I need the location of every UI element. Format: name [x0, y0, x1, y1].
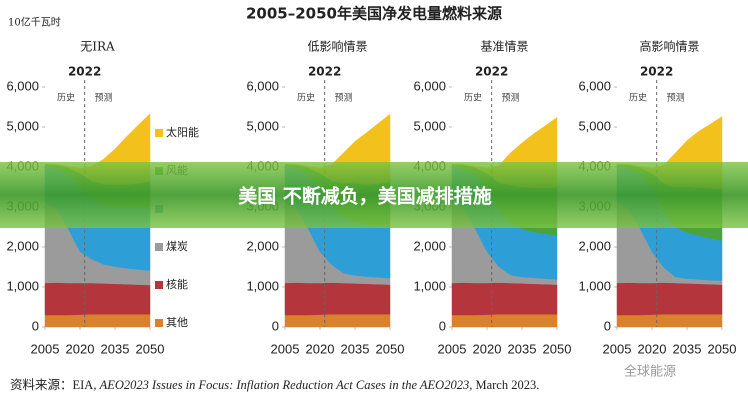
history-label: 历史: [297, 92, 315, 104]
y-tick-label: 5,000: [6, 118, 39, 133]
y-tick-label: 1,000: [413, 278, 446, 293]
y-tick-label: 0: [272, 318, 279, 333]
panel-title: 低影响情景: [307, 39, 367, 54]
y-tick-label: 6,000: [413, 78, 446, 93]
x-tick-label: 2005: [603, 341, 632, 356]
y-tick-label: 1,000: [246, 278, 279, 293]
x-tick-label: 2020: [473, 341, 502, 356]
watermark: 全球能源: [624, 364, 676, 380]
y-tick-label: 2,000: [413, 238, 446, 253]
area: [451, 282, 558, 316]
area: [616, 313, 723, 328]
banner-text: 美国 不断减负，美国减排措施: [238, 185, 492, 208]
panel-title: 基准情景: [480, 40, 528, 54]
chart-title: 2005–2050年美国净发电量燃料来源: [246, 5, 502, 23]
legend-label: 核能: [166, 277, 188, 291]
x-tick-label: 2005: [271, 341, 300, 356]
marker-label: 2022: [640, 65, 673, 79]
forecast-label: 预测: [502, 93, 520, 104]
source-prefix: 资料来源：EIA,: [10, 378, 100, 392]
y-tick-label: 1,000: [578, 278, 611, 293]
legend-label: 其他: [166, 316, 188, 329]
y-tick-label: 5,000: [413, 118, 446, 133]
y-tick-label: 5,000: [578, 118, 611, 133]
y-tick-label: 6,000: [6, 78, 39, 93]
history-label: 历史: [57, 92, 75, 104]
history-label: 历史: [464, 92, 482, 104]
area: [616, 282, 723, 316]
panel-title: 无IRA: [80, 40, 115, 54]
legend-label: 太阳能: [166, 125, 199, 139]
legend-label: 煤炭: [166, 240, 188, 253]
source-italic: AEO2023 Issues in Focus: Inflation Reduc…: [99, 378, 470, 392]
source-suffix: , March 2023.: [469, 378, 539, 392]
x-tick-label: 2005: [31, 341, 60, 356]
y-tick-label: 2,000: [578, 238, 611, 253]
history-label: 历史: [629, 92, 647, 104]
marker-label: 2022: [308, 65, 341, 79]
y-tick-label: 0: [604, 318, 611, 333]
x-tick-label: 2020: [306, 341, 335, 356]
y-tick-label: 2,000: [246, 238, 279, 253]
x-tick-label: 2035: [101, 341, 130, 356]
area: [451, 313, 558, 328]
area: [44, 313, 151, 328]
x-tick-label: 2050: [376, 341, 405, 356]
y-tick-label: 5,000: [246, 118, 279, 133]
x-tick-label: 2050: [136, 341, 165, 356]
forecast-label: 预测: [335, 93, 353, 104]
legend-swatch: [155, 243, 163, 251]
x-tick-label: 2050: [543, 341, 572, 356]
area: [44, 282, 151, 316]
legend-swatch: [155, 129, 163, 137]
banner: [0, 162, 748, 228]
forecast-label: 预测: [667, 93, 685, 104]
y-tick-label: 0: [439, 318, 446, 333]
x-tick-label: 2005: [438, 341, 467, 356]
forecast-label: 预测: [95, 93, 113, 104]
legend-swatch: [155, 281, 163, 289]
panel-title: 高影响情景: [639, 39, 699, 54]
x-tick-label: 2020: [638, 341, 667, 356]
area: [284, 313, 391, 328]
legend-swatch: [155, 319, 163, 327]
area: [284, 282, 391, 316]
y-tick-label: 2,000: [6, 238, 39, 253]
x-tick-label: 2050: [708, 341, 737, 356]
x-tick-label: 2035: [673, 341, 702, 356]
y-tick-label: 6,000: [246, 78, 279, 93]
source: 资料来源：EIA, AEO2023 Issues in Focus: Infla…: [10, 378, 539, 392]
x-tick-label: 2035: [341, 341, 370, 356]
overlay: 美国 不断减负，美国减排措施: [0, 162, 748, 228]
marker-label: 2022: [475, 65, 508, 79]
y-tick-label: 0: [32, 318, 39, 333]
marker-label: 2022: [68, 65, 101, 79]
y-tick-label: 6,000: [578, 78, 611, 93]
unit-label: 10亿千瓦时: [8, 16, 61, 29]
y-tick-label: 1,000: [6, 278, 39, 293]
x-tick-label: 2020: [66, 341, 95, 356]
x-tick-label: 2035: [508, 341, 537, 356]
